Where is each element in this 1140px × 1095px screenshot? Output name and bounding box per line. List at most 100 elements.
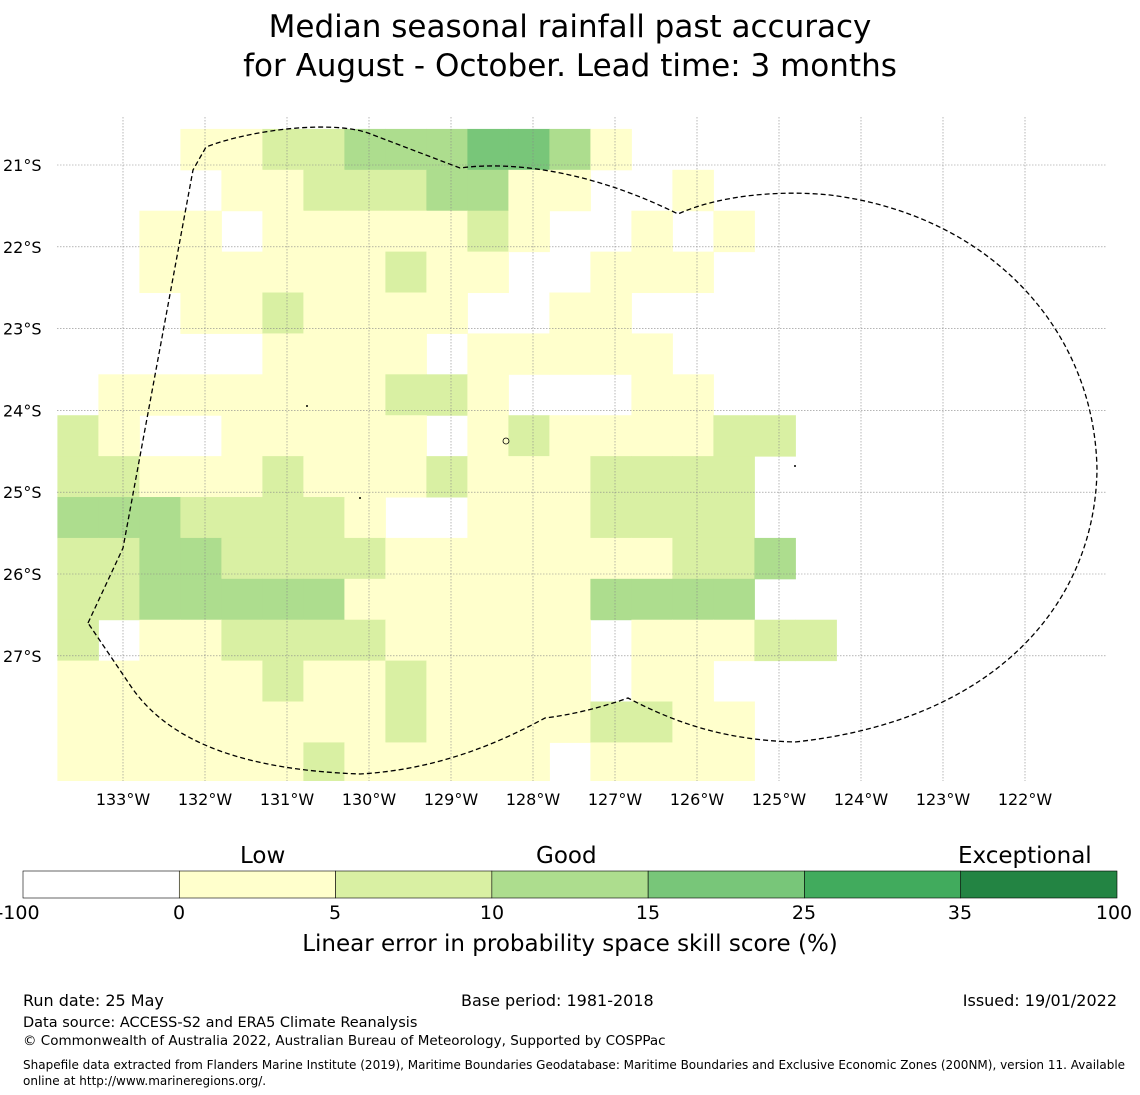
skill-cell [467, 660, 509, 703]
skill-cell [303, 578, 345, 621]
skill-cell [57, 660, 99, 703]
skill-cell [385, 169, 427, 212]
skill-cell [385, 374, 427, 416]
graticule [57, 117, 1106, 781]
skill-cell [180, 456, 222, 498]
skill-cell [262, 128, 304, 171]
skill-cell [631, 660, 673, 703]
skill-cell [98, 701, 140, 743]
colorbar-segment [647, 870, 805, 899]
category-label-exceptional: Exceptional [958, 843, 1092, 869]
skill-cell [549, 701, 591, 743]
skill-cell [672, 578, 714, 621]
skill-cell [754, 619, 796, 662]
skill-cell [713, 415, 755, 457]
colorbar-tick: -100 [0, 902, 40, 924]
colorbar-tick: 25 [791, 902, 817, 924]
skill-cell [549, 578, 591, 621]
skill-cell [385, 701, 427, 743]
skill-cell [303, 497, 345, 539]
skill-cell [713, 456, 755, 498]
skill-cell [221, 128, 263, 171]
colorbar-tick: 100 [1095, 902, 1133, 924]
skill-cell [631, 619, 673, 662]
skill-cell [180, 292, 222, 334]
skill-cell [344, 456, 386, 498]
skill-cell [467, 497, 509, 539]
skill-cell [508, 660, 550, 703]
skill-cell [98, 456, 140, 498]
longitude-label: 122°W [998, 790, 1053, 809]
skill-cell [508, 415, 550, 457]
colorbar-tick: 5 [328, 902, 342, 924]
colorbar-tick: 10 [479, 902, 505, 924]
skill-cell [262, 333, 304, 375]
skill-cell [467, 210, 509, 253]
longitude-label: 124°W [834, 790, 889, 809]
skill-cell [672, 251, 714, 294]
skill-cell [262, 292, 304, 334]
skill-cell [467, 578, 509, 621]
skill-cell [385, 578, 427, 621]
skill-cell [549, 456, 591, 498]
skill-cell [385, 456, 427, 498]
colorbar-segment [804, 870, 962, 899]
skill-cell [590, 251, 632, 294]
skill-cell [57, 701, 99, 743]
skill-cell [221, 169, 263, 212]
skill-cell [713, 210, 755, 253]
skill-cell [344, 210, 386, 253]
skill-cell [549, 415, 591, 457]
skill-cell [590, 742, 632, 781]
skill-cell [344, 251, 386, 294]
skill-cell [631, 742, 673, 781]
skill-cell [98, 537, 140, 580]
skill-cell [139, 456, 181, 498]
skill-cell [672, 537, 714, 580]
skill-cell [631, 333, 673, 375]
skill-cell [139, 742, 181, 781]
skill-cell [303, 660, 345, 703]
skill-cell [467, 619, 509, 662]
skill-cell [713, 742, 755, 781]
skill-cell [262, 701, 304, 743]
skill-cell [590, 497, 632, 539]
skill-cell [57, 497, 99, 539]
skill-cell [508, 701, 550, 743]
skill-cell [549, 660, 591, 703]
skill-cell [98, 374, 140, 416]
skill-cell [385, 292, 427, 334]
longitude-label: 125°W [752, 790, 807, 809]
colorbar-segment [178, 870, 336, 899]
skill-cell [467, 742, 509, 781]
skill-cell [467, 415, 509, 457]
skill-cell [467, 333, 509, 375]
skill-cell [344, 169, 386, 212]
skill-cell [385, 251, 427, 294]
longitude-label: 128°W [506, 790, 561, 809]
skill-cell [385, 742, 427, 781]
run-date: Run date: 25 May [23, 991, 164, 1010]
skill-cell [303, 619, 345, 662]
skill-cell [262, 742, 304, 781]
skill-cell [262, 251, 304, 294]
data-source: Data source: ACCESS-S2 and ERA5 Climate … [23, 1015, 418, 1031]
skill-cell [467, 128, 509, 171]
skill-cell [344, 578, 386, 621]
skill-cell [57, 619, 99, 662]
longitude-label: 131°W [260, 790, 315, 809]
chart-title-line2: for August - October. Lead time: 3 month… [243, 48, 897, 84]
skill-cell [672, 374, 714, 416]
longitude-label: 129°W [424, 790, 479, 809]
island [359, 497, 361, 499]
skill-cell [467, 374, 509, 416]
skill-cell [467, 456, 509, 498]
skill-cell [262, 497, 304, 539]
skill-cell [344, 374, 386, 416]
skill-cell [303, 742, 345, 781]
skill-cell [672, 619, 714, 662]
skill-cell [303, 537, 345, 580]
skill-cell [590, 415, 632, 457]
skill-cell [303, 374, 345, 416]
